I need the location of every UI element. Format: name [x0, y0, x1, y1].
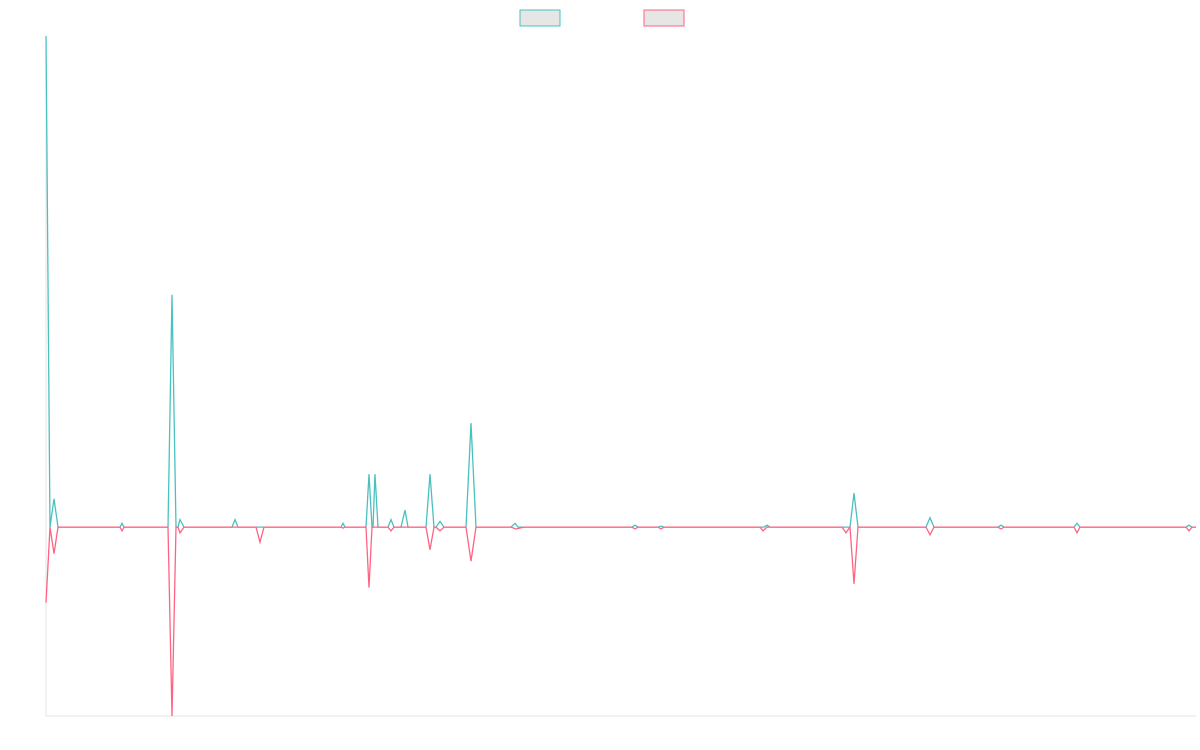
chart-legend: [519, 9, 685, 27]
legend-swatch-2[interactable]: [643, 9, 685, 27]
chart-axes: [45, 36, 1196, 717]
series-line-2: [45, 525, 1196, 717]
legend-swatch-1[interactable]: [519, 9, 561, 27]
plot-area: [45, 35, 1196, 717]
series-line-1: [45, 35, 1196, 528]
